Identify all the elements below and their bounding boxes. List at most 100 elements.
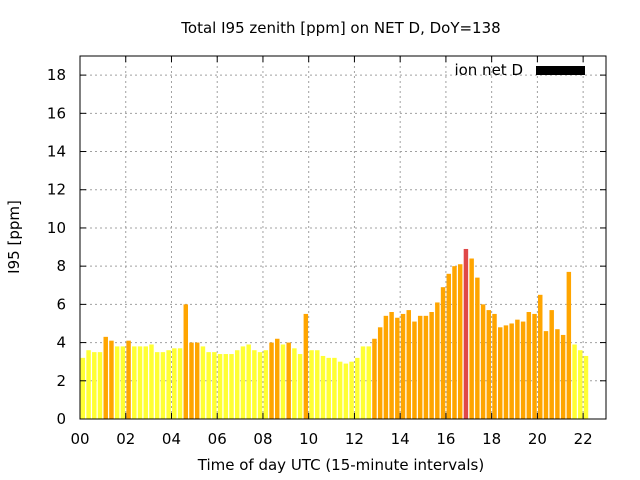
- bar: [120, 346, 126, 419]
- bar: [469, 258, 474, 419]
- x-axis-ticks: 00 02 04 06 08 10 12 14 16 18 20 22: [70, 56, 593, 448]
- bar: [252, 350, 257, 419]
- x-tick-label: 02: [116, 430, 135, 448]
- bar: [183, 304, 189, 419]
- bar: [549, 310, 554, 419]
- bar: [240, 346, 246, 419]
- bar: [412, 321, 417, 419]
- grid-lines: [80, 56, 606, 419]
- bar: [457, 264, 463, 419]
- bar: [92, 352, 97, 419]
- x-tick-label: 06: [208, 430, 227, 448]
- bar: [292, 348, 297, 419]
- bar: [423, 315, 429, 419]
- bar: [400, 313, 406, 419]
- bar: [326, 357, 331, 419]
- bar: [149, 344, 154, 419]
- bar: [309, 350, 314, 419]
- bar: [80, 357, 86, 419]
- bar: [154, 352, 160, 419]
- bar: [377, 327, 383, 419]
- bar: [372, 338, 377, 419]
- bar: [440, 287, 446, 419]
- x-tick-label: 10: [299, 430, 318, 448]
- bar: [435, 302, 440, 419]
- bar: [389, 312, 394, 419]
- y-axis-ticks: 0 2 4 6 8 10 12 14 16 18: [47, 66, 606, 428]
- bar: [97, 352, 103, 419]
- bar: [497, 327, 503, 419]
- legend: ion net D: [454, 61, 585, 79]
- bar: [475, 277, 480, 419]
- bar: [486, 310, 492, 419]
- y-tick-label: 14: [47, 143, 66, 161]
- bar: [269, 342, 274, 419]
- bar: [446, 273, 452, 419]
- bar: [315, 350, 320, 419]
- x-tick-label: 20: [528, 430, 547, 448]
- bar: [320, 355, 326, 419]
- y-axis-label: I95 [ppm]: [5, 200, 23, 274]
- bar: [332, 357, 337, 419]
- bar: [520, 321, 526, 419]
- bar: [177, 348, 183, 419]
- bar: [395, 317, 400, 419]
- y-tick-label: 2: [56, 372, 66, 390]
- bar: [503, 325, 509, 419]
- bar: [355, 357, 360, 419]
- bars: [80, 248, 589, 419]
- bar: [303, 313, 309, 419]
- x-tick-label: 14: [391, 430, 410, 448]
- bar: [257, 352, 263, 419]
- bar: [86, 350, 91, 419]
- bar: [480, 304, 486, 419]
- bar: [234, 350, 240, 419]
- x-tick-label: 04: [162, 430, 181, 448]
- bar: [343, 363, 349, 419]
- bar: [103, 336, 108, 419]
- bar: [297, 354, 303, 419]
- y-tick-label: 10: [47, 219, 66, 237]
- y-tick-label: 16: [47, 104, 66, 122]
- bar: [515, 319, 520, 419]
- bar: [532, 313, 537, 419]
- plot-frame: [79, 55, 607, 420]
- legend-label: ion net D: [454, 61, 523, 79]
- bar: [578, 350, 583, 419]
- bar: [366, 346, 371, 419]
- bar: [217, 354, 223, 419]
- bar: [229, 354, 234, 419]
- x-tick-label: 16: [436, 430, 455, 448]
- bar: [194, 342, 200, 419]
- bar: [206, 352, 211, 419]
- bar: [383, 315, 389, 419]
- bar: [583, 355, 589, 419]
- x-tick-label: 08: [253, 430, 272, 448]
- bar: [109, 340, 114, 419]
- x-tick-label: 00: [70, 430, 89, 448]
- x-axis-label: Time of day UTC (15-minute intervals): [197, 456, 484, 474]
- bar: [543, 331, 549, 419]
- bar: [223, 354, 229, 419]
- y-tick-label: 18: [47, 66, 66, 84]
- x-tick-label: 22: [574, 430, 593, 448]
- bar: [526, 312, 532, 419]
- bar: [200, 346, 206, 419]
- bar: [337, 361, 343, 419]
- bar: [406, 310, 411, 419]
- bar: [160, 352, 166, 419]
- y-tick-label: 12: [47, 181, 66, 199]
- x-tick-label: 12: [345, 430, 364, 448]
- bar: [166, 350, 171, 419]
- bar: [538, 294, 543, 419]
- y-tick-label: 8: [56, 257, 66, 275]
- y-tick-label: 4: [56, 334, 66, 352]
- bar: [263, 350, 269, 419]
- y-tick-label: 6: [56, 295, 66, 313]
- bar: [172, 348, 177, 419]
- bar: [429, 312, 434, 419]
- bar: [114, 346, 120, 419]
- bar: [286, 342, 291, 419]
- bar: [566, 271, 572, 419]
